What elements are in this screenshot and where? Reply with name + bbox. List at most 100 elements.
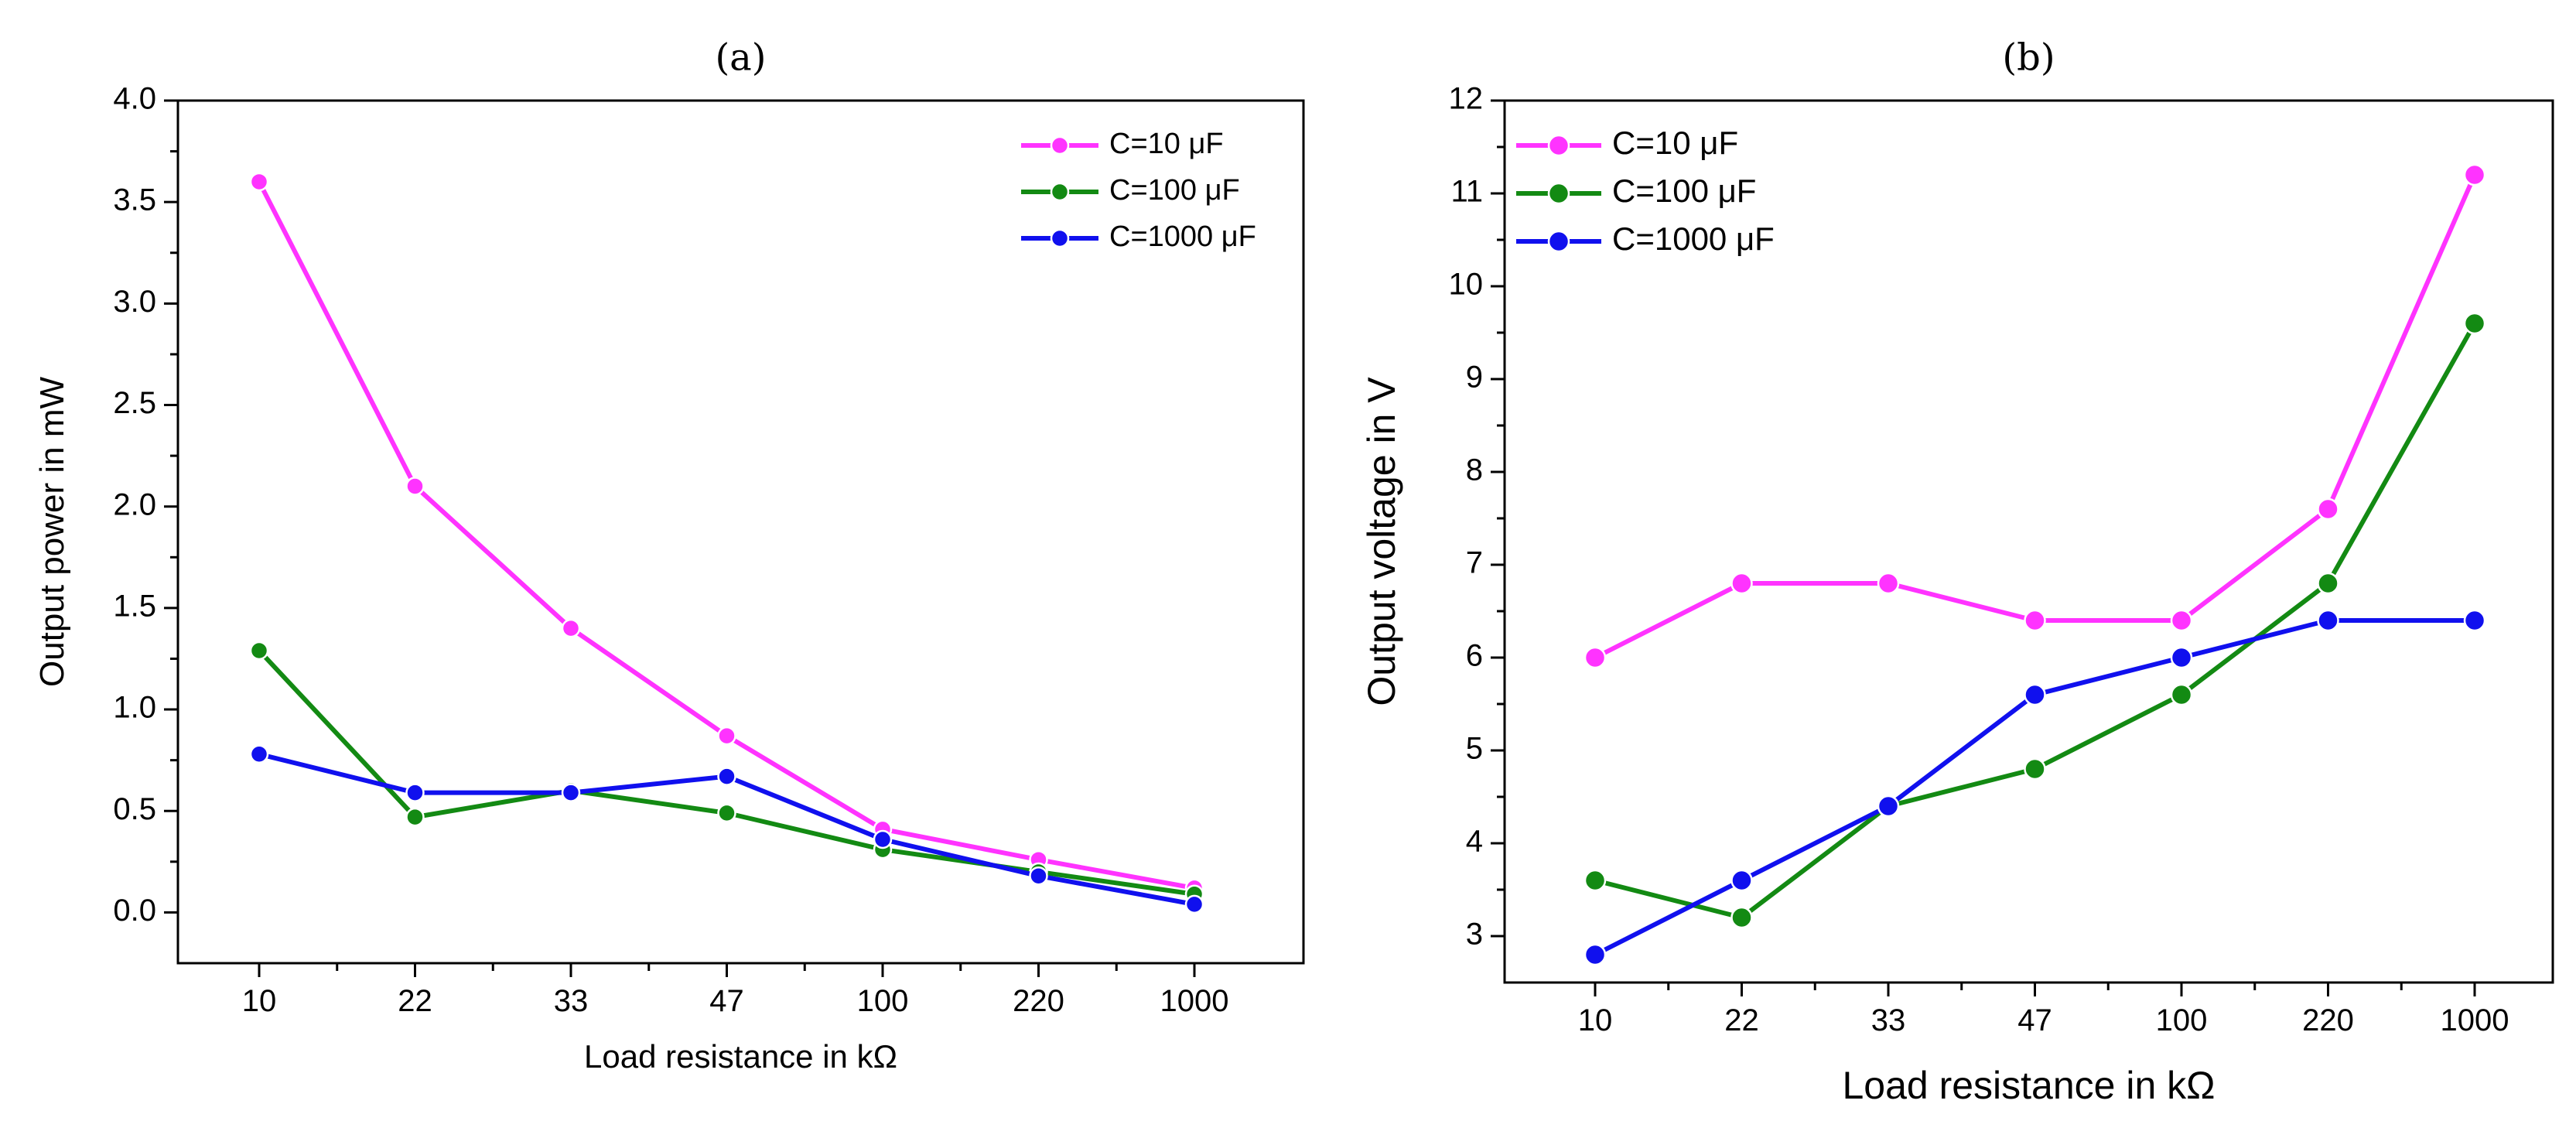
data-point: [2170, 609, 2193, 632]
data-point: [561, 618, 581, 638]
data-point: [1029, 866, 1048, 886]
y-tick-label: 9: [1466, 361, 1483, 395]
data-point: [1730, 572, 1753, 595]
legend-entry: C=100 μF: [1516, 173, 1756, 209]
x-axis-title: Load resistance in kΩ: [584, 1038, 897, 1075]
y-tick-label: 6: [1466, 639, 1483, 673]
data-point: [249, 744, 269, 764]
data-point: [2463, 312, 2486, 335]
series-3: [249, 744, 1204, 914]
data-point: [717, 726, 736, 746]
legend-marker: [1050, 182, 1070, 202]
x-tick-label: 22: [1724, 1003, 1759, 1037]
chart-panel-b: (b) 3 4 5 6 7 8 9 10 11 12 10 22 33 47 100 220 1000 Load r…: [1360, 36, 2554, 1107]
data-point: [2170, 646, 2193, 669]
data-point: [1584, 646, 1607, 669]
y-tick-label: 8: [1466, 453, 1483, 487]
legend-marker: [1050, 228, 1070, 248]
series-3: [1584, 609, 2486, 966]
x-tick-label: 22: [398, 984, 432, 1018]
legend-label: C=10 μF: [1612, 125, 1738, 161]
plot-frame: [1503, 99, 2554, 984]
panel-title: (a): [715, 36, 766, 80]
y-tick-label: 7: [1466, 546, 1483, 580]
data-point: [717, 803, 736, 823]
x-tick-label: 220: [1013, 984, 1064, 1018]
data-point: [873, 829, 893, 849]
data-point: [1730, 869, 1753, 892]
data-point: [2317, 497, 2339, 521]
legend-entry: C=1000 μF: [1021, 220, 1256, 253]
y-axis-title: Output power in mW: [33, 377, 71, 687]
y-tick-label: 11: [1450, 175, 1483, 209]
data-point: [1877, 795, 1900, 818]
data-point: [2317, 572, 2339, 595]
legend-entry: C=1000 μF: [1516, 220, 1775, 257]
panel-title: (b): [2002, 36, 2055, 80]
data-point: [2170, 683, 2193, 706]
y-tick-label: 12: [1449, 82, 1484, 116]
x-tick-label: 10: [242, 984, 277, 1018]
x-axis-title: Load resistance in kΩ: [1842, 1064, 2215, 1107]
series-line: [1594, 618, 2475, 957]
data-point: [561, 783, 581, 802]
data-point: [2463, 163, 2486, 186]
series-1: [1584, 163, 2486, 669]
data-point: [1184, 894, 1204, 914]
y-tick-label: 4.0: [113, 82, 156, 116]
x-tick-label: 220: [2302, 1003, 2354, 1037]
data-point: [405, 783, 425, 802]
data-point: [2024, 757, 2046, 781]
legend-label: C=1000 μF: [1109, 220, 1256, 253]
y-tick-label: 3.0: [113, 285, 156, 319]
y-axis-title: Output voltage in V: [1360, 377, 1403, 706]
x-tick-label: 100: [857, 984, 909, 1018]
y-tick-label: 1.0: [113, 691, 156, 725]
y-tick-label: 0.0: [113, 894, 156, 928]
x-tick-label: 47: [709, 984, 744, 1018]
legend-entry: C=10 μF: [1516, 125, 1738, 161]
y-tick-label: 3.5: [113, 183, 156, 217]
data-point: [405, 807, 425, 827]
data-point: [2024, 609, 2046, 632]
data-point: [2463, 609, 2486, 632]
data-point: [249, 172, 269, 192]
data-point: [717, 767, 736, 786]
y-tick-label: 10: [1449, 268, 1484, 302]
x-tick-label: 47: [2017, 1003, 2052, 1037]
x-tick-label: 1000: [1160, 984, 1229, 1018]
y-tick-label: 2.5: [113, 386, 156, 420]
data-point: [2024, 683, 2046, 706]
plot-frame: [176, 99, 1305, 965]
y-tick-label: 3: [1466, 918, 1483, 952]
data-point: [1584, 943, 1607, 966]
x-tick-label: 1000: [2441, 1003, 2509, 1037]
y-tick-label: 0.5: [113, 792, 156, 826]
chart-panel-a: (a) 0.0 0.5 1.0 1.5 2.0 2.5 3.0 3.5 4.0 10 22 33 47 10…: [33, 36, 1305, 1075]
data-point: [1877, 572, 1900, 595]
legend-marker: [1547, 182, 1570, 205]
data-point: [1730, 906, 1753, 929]
data-point: [405, 477, 425, 496]
legend-marker: [1547, 134, 1570, 157]
x-tick-label: 100: [2156, 1003, 2208, 1037]
y-tick-label: 2.0: [113, 487, 156, 521]
x-tick-label: 33: [1871, 1003, 1906, 1037]
data-point: [249, 641, 269, 661]
legend-label: C=10 μF: [1109, 128, 1224, 160]
legend-entry: C=10 μF: [1021, 128, 1224, 160]
legend-marker: [1050, 135, 1070, 156]
data-point: [1584, 869, 1607, 892]
x-tick-label: 33: [554, 984, 589, 1018]
y-tick-label: 5: [1466, 732, 1483, 766]
legend-label: C=100 μF: [1109, 174, 1240, 207]
y-tick-label: 4: [1466, 825, 1483, 859]
x-tick-label: 10: [1578, 1003, 1613, 1037]
data-point: [2317, 609, 2339, 632]
legend-entry: C=100 μF: [1021, 174, 1240, 207]
legend-label: C=100 μF: [1612, 173, 1756, 209]
legend-marker: [1547, 230, 1570, 253]
legend-label: C=1000 μF: [1612, 220, 1775, 257]
